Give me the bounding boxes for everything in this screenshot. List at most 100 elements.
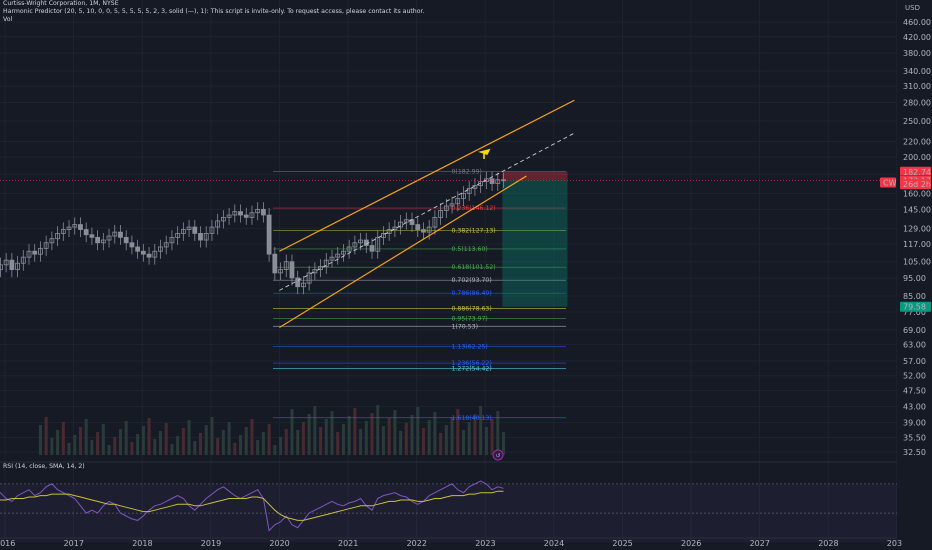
volume-bar xyxy=(444,425,448,455)
candle-body xyxy=(386,229,392,234)
fib-label: 1.618(40.13) xyxy=(452,415,492,422)
fib-label: 0.5(113.60) xyxy=(452,246,488,253)
volume-bar xyxy=(250,419,254,455)
candle-body xyxy=(106,235,112,241)
candle-body xyxy=(203,233,209,241)
volume-bar xyxy=(84,419,88,455)
position-tool[interactable] xyxy=(502,171,568,307)
candle-body xyxy=(249,212,255,218)
volume-bar xyxy=(501,432,505,455)
candle-body xyxy=(243,214,249,218)
price-tick-label: 280.00 xyxy=(903,99,931,108)
time-tick-label: 2025 xyxy=(612,539,632,548)
volume-bar xyxy=(387,418,391,455)
candle-body xyxy=(60,229,66,234)
volume-bar xyxy=(221,430,225,455)
candle-body xyxy=(369,245,375,252)
volume-bar xyxy=(233,443,237,455)
volume-bar xyxy=(261,432,265,455)
candle-body xyxy=(215,220,221,228)
volume-bar xyxy=(124,421,128,455)
volume-bar xyxy=(56,430,60,455)
candle-body xyxy=(129,242,135,248)
script-badge-icon[interactable]: ↺ xyxy=(492,449,504,461)
volume-bar xyxy=(433,412,437,455)
volume-bar xyxy=(101,424,105,455)
volume-bar xyxy=(381,426,385,455)
price-tick-label: 52.00 xyxy=(903,372,926,381)
price-tick-label: 85.00 xyxy=(903,292,926,301)
indicator-title[interactable]: Harmonic Predictor (20, 5, 10, 0, 0, 5, … xyxy=(3,8,425,15)
time-tick-label: 2017 xyxy=(64,539,84,548)
volume-bar xyxy=(490,419,494,455)
candle-body xyxy=(318,266,323,271)
price-tick-label: 250.00 xyxy=(903,117,931,126)
price-tick-label: 117.00 xyxy=(903,240,931,249)
price-badge-bg xyxy=(900,166,931,177)
time-tick-label: 2018 xyxy=(132,539,152,548)
candle-body xyxy=(78,224,83,230)
pattern-marker-icon xyxy=(478,148,491,159)
candle-body xyxy=(278,269,283,274)
currency-label[interactable]: USD xyxy=(905,4,920,12)
candle-body xyxy=(375,236,381,252)
time-tick-label: 2021 xyxy=(338,539,358,548)
price-axis[interactable]: 460.00 420.00 380.00 340.00 310.00 280.00 250.… xyxy=(897,0,932,550)
candle-body xyxy=(466,187,472,194)
volume-bar xyxy=(113,437,117,455)
candle-body xyxy=(260,208,266,216)
fib-label: 0.886(78.63) xyxy=(452,306,492,313)
volume-bar xyxy=(244,427,248,455)
volume-bar xyxy=(456,409,460,455)
candle-body xyxy=(398,221,403,228)
channel-lines[interactable] xyxy=(0,99,897,329)
candle-body xyxy=(455,198,461,205)
volume-bar xyxy=(324,419,328,455)
candle-body xyxy=(358,239,363,244)
volume-bar xyxy=(467,422,471,455)
volume-bar xyxy=(204,425,208,455)
volume-bar xyxy=(130,442,134,455)
candle-body xyxy=(186,226,192,230)
fib-label: 1.272(54.42) xyxy=(452,365,492,372)
price-badge-bg xyxy=(900,301,931,312)
time-tick-label: 2022 xyxy=(407,539,427,548)
fib-label: 0.95(73.97) xyxy=(452,316,488,323)
candle-body xyxy=(123,236,129,244)
symbol-title[interactable]: Curtiss-Wright Corporation, 1M, NYSE xyxy=(3,0,119,7)
volume-bars xyxy=(38,405,505,455)
symbol-tag: CW xyxy=(883,179,897,188)
candle-body xyxy=(89,234,95,238)
fib-levels: 0(182.99)0.236(146.12)0.382(127.13)0.5(1… xyxy=(273,169,566,422)
volume-bar xyxy=(473,414,477,455)
candle-body xyxy=(198,233,203,241)
candle-body xyxy=(289,261,295,279)
fib-label: 0.702(93.70) xyxy=(452,277,492,284)
time-axis[interactable]: 2016 2017 2018 2019 2020 2021 2022 2023 2024 2025… xyxy=(0,539,902,548)
volume-label[interactable]: Vol xyxy=(3,16,13,23)
time-tick-label: 2016 xyxy=(0,539,15,548)
candle-body xyxy=(38,247,43,255)
price-tick-label: 69.00 xyxy=(903,326,926,335)
volume-bar xyxy=(359,429,363,455)
target-zone xyxy=(502,180,568,307)
svg-text:↺: ↺ xyxy=(495,453,500,460)
fib-label: 1.13(62.25) xyxy=(452,344,488,351)
candle-body xyxy=(426,226,432,233)
rsi-ma-line xyxy=(0,490,504,521)
price-tick-label: 129.00 xyxy=(903,224,931,233)
price-tick-label: 35.50 xyxy=(903,434,926,443)
grid xyxy=(0,0,898,538)
candle-body xyxy=(306,272,312,284)
rsi-label[interactable]: RSI (14, close, SMA, 14, 2) xyxy=(3,463,85,470)
candle-body xyxy=(329,256,335,261)
time-tick-label: 2023 xyxy=(475,539,495,548)
price-badge-label: 79.58 xyxy=(903,303,926,312)
candle-body xyxy=(295,277,301,288)
stop-zone xyxy=(502,171,568,181)
candle-body xyxy=(135,246,141,252)
candle-body xyxy=(266,214,272,255)
candle-body xyxy=(83,229,89,236)
